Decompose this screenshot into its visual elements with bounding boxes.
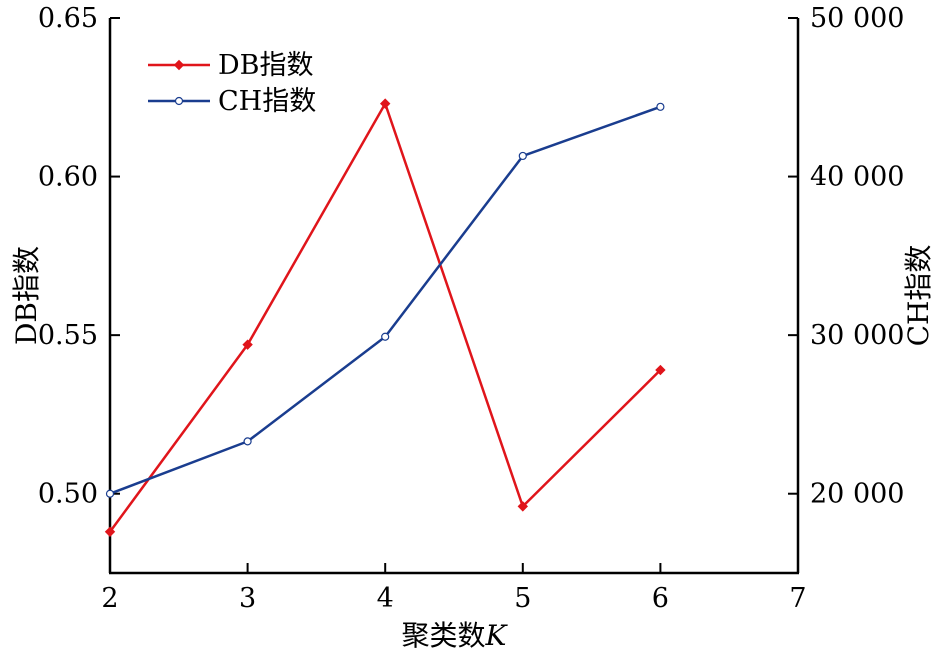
x-tick-label: 5 xyxy=(514,583,531,614)
ch-series-line xyxy=(109,105,661,495)
x-tick-label: 7 xyxy=(789,583,806,614)
x-axis-title-variable: K xyxy=(485,619,509,652)
series-layer xyxy=(104,98,666,537)
y-right-tick-label: 20 000 xyxy=(810,479,904,510)
ch-data-point xyxy=(656,102,665,111)
y-right-tick-label: 40 000 xyxy=(810,162,904,193)
y-left-tick-label: 0.50 xyxy=(38,479,98,510)
legend: DB指数 CH指数 xyxy=(148,50,316,117)
y-left-axis-title: DB指数 xyxy=(10,246,43,345)
x-tick-label: 3 xyxy=(239,583,256,614)
y-right-tick-label: 30 000 xyxy=(810,320,904,351)
x-tick-label: 4 xyxy=(377,583,394,614)
db-data-point xyxy=(242,339,253,350)
db-data-point xyxy=(655,364,666,376)
y-left-tick-label: 0.60 xyxy=(38,162,98,193)
axes-layer: 2 3 4 5 6 7 0.50 0.55 0.60 0.65 20 000 30 000 40 000… xyxy=(10,3,935,652)
ch-data-point xyxy=(381,332,390,341)
ch-data-point xyxy=(105,489,115,498)
x-axis-title-text: 聚类数 xyxy=(402,619,486,652)
legend-db-marker xyxy=(173,59,185,71)
y-right-tick-label: 50 000 xyxy=(810,3,904,34)
ch-data-point xyxy=(243,437,252,446)
db-data-point xyxy=(517,501,529,512)
db-data-point xyxy=(104,526,116,537)
legend-ch-marker xyxy=(174,96,184,106)
legend-db-label: DB指数 xyxy=(218,50,314,81)
x-tick-label: 6 xyxy=(652,583,669,614)
ch-data-point xyxy=(518,151,527,161)
legend-ch-label: CH指数 xyxy=(218,86,316,117)
db-series-line xyxy=(108,102,662,533)
x-tick-label: 2 xyxy=(101,583,118,614)
y-left-tick-label: 0.55 xyxy=(38,320,98,351)
db-data-point xyxy=(379,98,391,109)
y-left-tick-label: 0.65 xyxy=(38,3,98,34)
y-right-axis-title: CH指数 xyxy=(902,245,935,347)
x-axis-title: 聚类数K xyxy=(402,619,509,652)
